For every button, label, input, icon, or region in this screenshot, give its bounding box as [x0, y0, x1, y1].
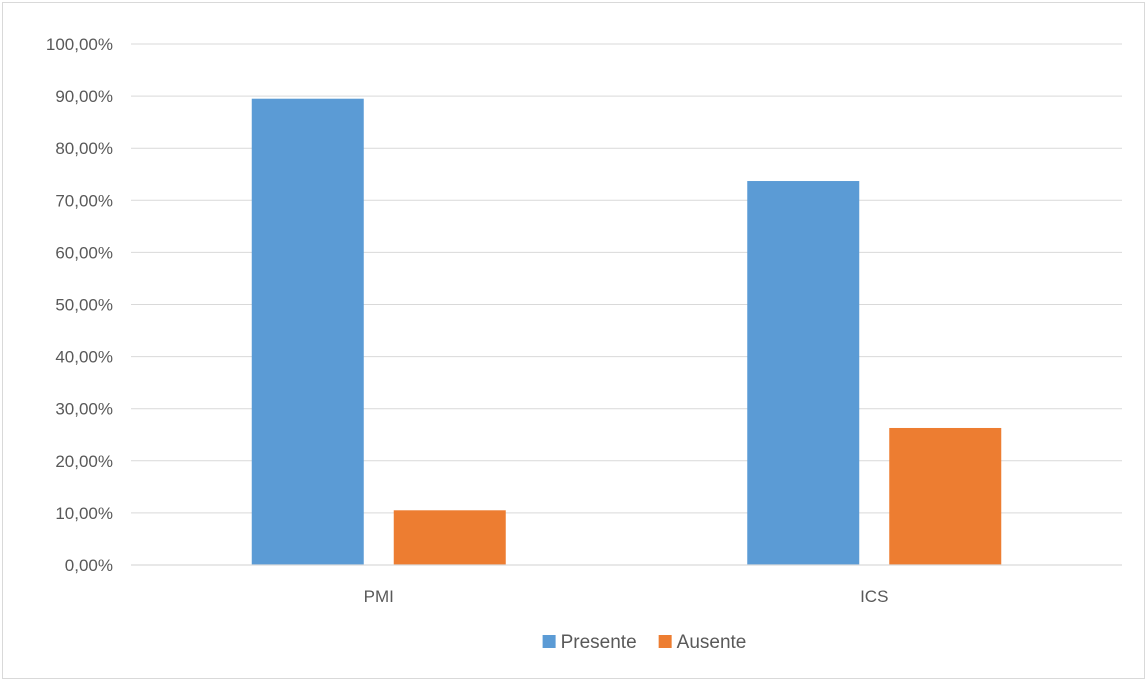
legend-swatch-ausente — [658, 635, 672, 648]
legend-swatch-presente — [542, 635, 556, 648]
bar-ausente-ics — [889, 427, 1002, 565]
bars — [251, 98, 1002, 565]
y-tick-label: 70,00% — [55, 191, 113, 210]
bar-presente-pmi — [251, 98, 364, 565]
legend-label: Presente — [561, 632, 637, 653]
bar-ausente-pmi — [393, 510, 506, 565]
x-category-label: ICS — [860, 587, 888, 606]
legend-label: Ausente — [677, 632, 747, 653]
y-tick-label: 60,00% — [55, 243, 113, 262]
y-tick-label: 20,00% — [55, 452, 113, 471]
y-tick-label: 0,00% — [65, 556, 113, 575]
y-tick-label: 10,00% — [55, 504, 113, 523]
y-tick-label: 30,00% — [55, 400, 113, 419]
y-tick-label: 80,00% — [55, 139, 113, 158]
x-category-label: PMI — [364, 587, 394, 606]
y-tick-label: 50,00% — [55, 296, 113, 315]
bar-presente-ics — [747, 181, 860, 565]
x-axis-category-labels: PMI ICS — [364, 587, 889, 606]
y-tick-label: 90,00% — [55, 87, 113, 106]
y-axis-tick-labels: 0,00% 10,00% 20,00% 30,00% 40,00% 50,00% 60,00… — [46, 35, 113, 575]
y-tick-label: 40,00% — [55, 348, 113, 367]
y-tick-label: 100,00% — [46, 35, 113, 54]
legend: Presente Ausente — [542, 632, 747, 653]
